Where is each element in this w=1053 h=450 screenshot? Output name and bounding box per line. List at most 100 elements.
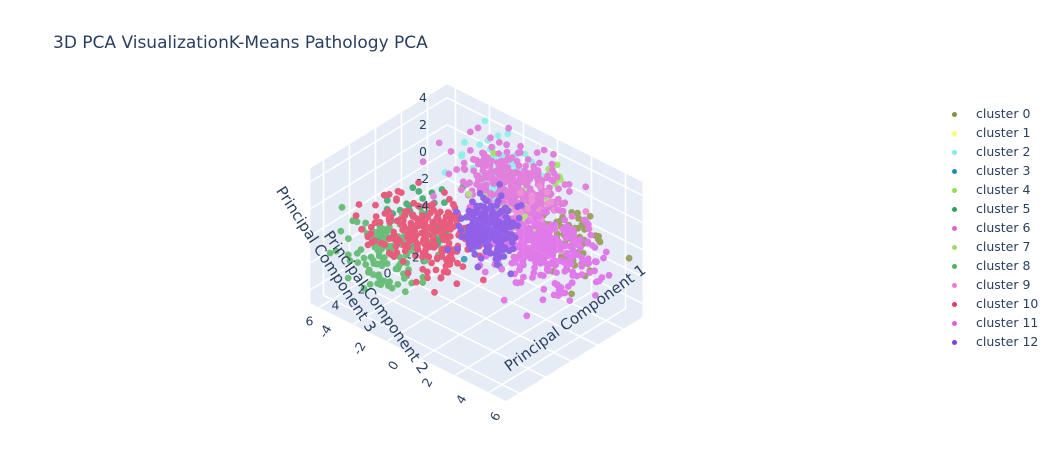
data-point bbox=[484, 242, 492, 250]
series-cluster-11 bbox=[476, 198, 613, 320]
data-point bbox=[511, 258, 519, 266]
data-point bbox=[536, 238, 544, 245]
data-point bbox=[516, 149, 524, 157]
data-points bbox=[326, 117, 633, 320]
data-point bbox=[496, 243, 503, 250]
data-point bbox=[367, 230, 375, 238]
data-point bbox=[499, 230, 507, 237]
data-point bbox=[533, 149, 541, 157]
data-point bbox=[553, 269, 560, 276]
data-point bbox=[409, 184, 417, 192]
data-point bbox=[492, 255, 500, 263]
data-point bbox=[584, 239, 592, 247]
data-point bbox=[466, 179, 473, 187]
data-point bbox=[528, 192, 536, 200]
data-point bbox=[445, 254, 452, 262]
grid-line bbox=[446, 124, 643, 224]
x-tick-label: 4 bbox=[453, 392, 470, 406]
data-point bbox=[501, 204, 509, 212]
data-point bbox=[423, 268, 431, 276]
data-point bbox=[476, 210, 483, 217]
data-point bbox=[567, 233, 575, 241]
data-point bbox=[407, 219, 415, 227]
data-point bbox=[465, 190, 473, 198]
data-point bbox=[534, 195, 542, 203]
data-point bbox=[404, 207, 412, 215]
data-point bbox=[443, 234, 451, 242]
data-point bbox=[476, 190, 484, 197]
data-point bbox=[434, 227, 442, 235]
data-point bbox=[481, 233, 489, 240]
data-point bbox=[561, 229, 569, 236]
data-point bbox=[553, 161, 561, 169]
data-point bbox=[536, 159, 543, 167]
data-point bbox=[362, 261, 370, 268]
data-point bbox=[595, 233, 602, 240]
data-point bbox=[386, 235, 393, 243]
data-point bbox=[529, 274, 536, 281]
data-point bbox=[454, 245, 462, 253]
grid-line bbox=[420, 273, 558, 360]
data-point bbox=[593, 258, 600, 266]
data-point bbox=[561, 199, 569, 207]
data-point bbox=[369, 257, 377, 264]
data-point bbox=[433, 254, 441, 262]
data-point bbox=[501, 186, 509, 194]
data-point bbox=[504, 215, 512, 223]
data-point bbox=[397, 189, 405, 197]
data-point bbox=[523, 181, 530, 189]
data-point bbox=[419, 253, 426, 261]
data-point bbox=[504, 130, 512, 138]
data-point bbox=[550, 150, 557, 158]
data-point bbox=[419, 237, 427, 245]
data-point bbox=[503, 148, 511, 156]
data-point bbox=[502, 178, 509, 186]
data-point bbox=[493, 261, 501, 268]
data-point bbox=[555, 238, 563, 246]
data-point bbox=[555, 185, 562, 193]
data-point bbox=[540, 272, 547, 279]
data-point bbox=[625, 254, 633, 262]
data-point bbox=[383, 260, 391, 267]
data-point bbox=[493, 202, 501, 209]
data-point bbox=[514, 253, 522, 261]
grid-line bbox=[375, 262, 572, 362]
data-point bbox=[424, 224, 432, 232]
data-point bbox=[368, 239, 376, 246]
data-point bbox=[516, 227, 524, 235]
data-point bbox=[453, 166, 460, 173]
data-point bbox=[487, 134, 494, 142]
data-point bbox=[507, 270, 515, 278]
data-point bbox=[509, 245, 517, 253]
data-point bbox=[480, 194, 487, 202]
data-point bbox=[547, 243, 555, 251]
data-point bbox=[548, 160, 556, 168]
data-point bbox=[573, 251, 581, 258]
legend-swatch bbox=[952, 283, 957, 288]
data-point bbox=[582, 183, 590, 191]
data-point bbox=[518, 241, 526, 249]
data-point bbox=[495, 150, 503, 157]
data-point bbox=[488, 206, 495, 214]
data-point bbox=[399, 257, 407, 265]
data-point bbox=[390, 228, 397, 236]
y-tick-label: -2 bbox=[407, 249, 419, 264]
grid-line bbox=[446, 97, 643, 197]
data-point bbox=[358, 225, 365, 233]
data-point bbox=[483, 161, 490, 169]
y-tick-label: 2 bbox=[358, 281, 366, 296]
data-point bbox=[385, 249, 393, 257]
data-point bbox=[412, 232, 420, 240]
data-point bbox=[338, 203, 346, 211]
data-point bbox=[354, 259, 362, 266]
data-point bbox=[337, 227, 345, 235]
data-point bbox=[440, 268, 448, 276]
data-point bbox=[392, 243, 400, 250]
data-point bbox=[505, 124, 512, 132]
data-point bbox=[568, 212, 576, 220]
data-point bbox=[550, 291, 558, 299]
legend-swatch bbox=[952, 131, 957, 136]
data-point bbox=[488, 143, 496, 151]
data-point bbox=[587, 231, 595, 239]
